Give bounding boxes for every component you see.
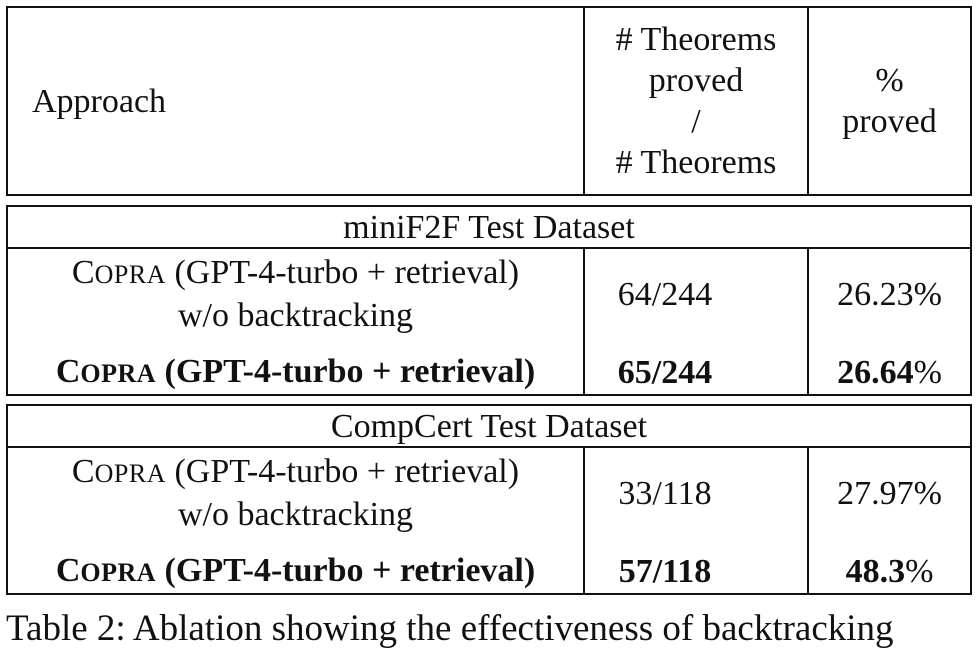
column-divider (583, 8, 585, 194)
table-header: Approach # Theorems proved / # Theorems … (6, 6, 972, 196)
table-row-method: COPRA (GPT-4-turbo + retrieval) (8, 550, 583, 592)
header-line: / (691, 103, 701, 140)
method-name: COPRA (GPT-4-turbo + retrieval) (55, 551, 536, 589)
table-row-percent: 26.64% (837, 353, 942, 391)
header-approach: Approach (32, 82, 167, 120)
method-name: COPRA (GPT-4-turbo + retrieval) (71, 254, 520, 291)
section-divider (8, 247, 970, 249)
header-line: % (875, 62, 904, 99)
header-line: proved (842, 103, 937, 140)
table-caption: Table 2: Ablation showing the effectiven… (6, 608, 894, 649)
column-divider (583, 249, 585, 394)
table-row-method: COPRA (GPT-4-turbo + retrieval) w/o back… (8, 451, 583, 535)
section-title: miniF2F Test Dataset (343, 208, 635, 246)
method-name: COPRA (GPT-4-turbo + retrieval) (55, 352, 536, 390)
section-compcert: CompCert Test Dataset COPRA (GPT-4-turbo… (6, 404, 972, 595)
table-row-proved: 65/244 (617, 353, 713, 391)
header-theorems-proved: # Theorems proved / # Theorems (585, 8, 807, 194)
header-percent-proved: % proved (809, 8, 970, 194)
table-row-method: COPRA (GPT-4-turbo + retrieval) w/o back… (8, 252, 583, 336)
header-line: # Theorems (615, 21, 777, 58)
table-row-proved: 64/244 (617, 275, 713, 313)
section-title: CompCert Test Dataset (330, 407, 648, 445)
method-variant: w/o backtracking (177, 496, 414, 533)
column-divider (807, 8, 809, 194)
section-divider (8, 446, 970, 448)
column-divider (807, 249, 809, 394)
column-divider (583, 448, 585, 593)
table-row-percent: 48.3% (845, 552, 934, 590)
column-divider (807, 448, 809, 593)
header-line: # Theorems (615, 144, 777, 181)
table-row-proved: 57/118 (618, 552, 712, 590)
table-row-method: COPRA (GPT-4-turbo + retrieval) (8, 351, 583, 393)
header-line: proved (648, 62, 744, 99)
method-name: COPRA (GPT-4-turbo + retrieval) (71, 453, 520, 490)
table-row-proved: 33/118 (618, 474, 712, 512)
section-minif2f: miniF2F Test Dataset COPRA (GPT-4-turbo … (6, 205, 972, 396)
table-row-percent: 27.97% (837, 474, 942, 512)
table-row-percent: 26.23% (837, 275, 942, 313)
method-variant: w/o backtracking (177, 297, 414, 334)
